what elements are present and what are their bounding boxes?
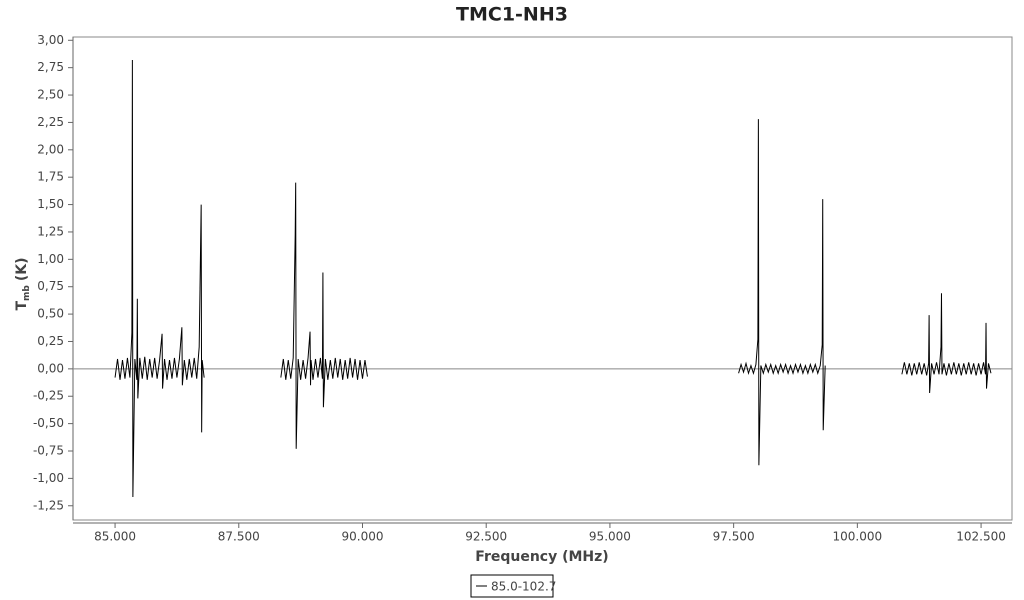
- x-tick-label: 87.500: [218, 530, 260, 544]
- y-tick-label: 0,25: [37, 334, 64, 348]
- y-label-unit: (K): [14, 257, 30, 281]
- x-tick-label: 102.500: [956, 530, 1006, 544]
- y-tick-label: -0,75: [33, 444, 64, 458]
- legend: 85.0-102.7: [470, 574, 556, 598]
- y-tick-label: 0,75: [37, 279, 64, 293]
- x-tick-label: 90.000: [341, 530, 383, 544]
- x-tick-label: 92.500: [465, 530, 507, 544]
- y-tick-label: 2,00: [37, 142, 64, 156]
- y-tick-label: -0,25: [33, 389, 64, 403]
- y-tick-label: 1,25: [37, 224, 64, 238]
- x-tick-label: 97.500: [713, 530, 755, 544]
- x-tick-label: 85.000: [94, 530, 136, 544]
- y-tick-label: 3,00: [37, 33, 64, 47]
- series-line: [114, 59, 992, 498]
- x-tick-label: 100.000: [833, 530, 883, 544]
- y-tick-label: 1,50: [37, 197, 64, 211]
- y-tick-label: 0,00: [37, 361, 64, 375]
- y-tick-label: 1,75: [37, 170, 64, 184]
- y-tick-label: 2,25: [37, 115, 64, 129]
- plot-frame: [72, 36, 1013, 521]
- x-tick-label: 95.000: [589, 530, 631, 544]
- y-tick-label: -1,00: [33, 471, 64, 485]
- y-label-main: T: [14, 301, 30, 311]
- y-tick-label: 2,50: [37, 88, 64, 102]
- y-tick-label: -1,25: [33, 498, 64, 512]
- y-label-sub: mb: [22, 285, 32, 301]
- y-axis-label: Tmb (K): [14, 257, 32, 310]
- y-tick-label: 2,75: [37, 60, 64, 74]
- legend-label: 85.0-102.7: [491, 580, 556, 594]
- y-tick-label: 1,00: [37, 252, 64, 266]
- legend-box: [470, 574, 554, 598]
- x-axis-label: Frequency (MHz): [475, 549, 608, 565]
- y-tick-label: -0,50: [33, 416, 64, 430]
- chart-title: TMC1-NH3: [456, 4, 568, 26]
- y-tick-label: 0,50: [37, 307, 64, 321]
